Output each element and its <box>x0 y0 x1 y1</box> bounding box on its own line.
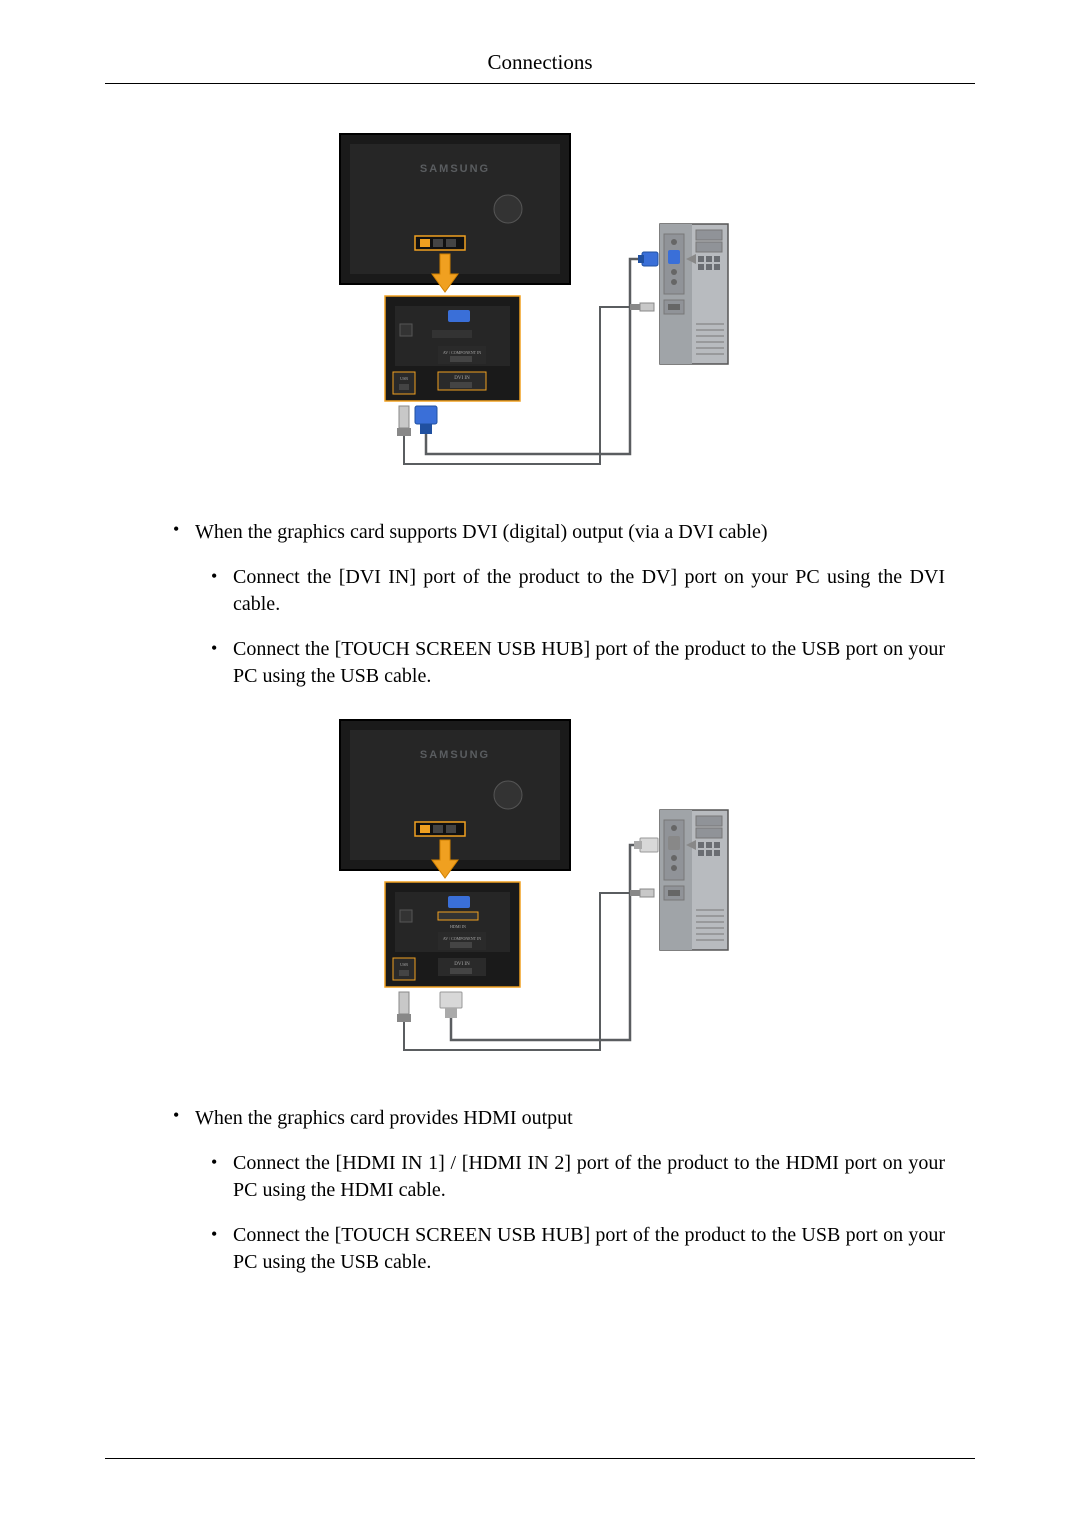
svg-text:SAMSUNG: SAMSUNG <box>420 749 490 761</box>
diagram-hdmi: SAMSUNG HDMI IN AV / COMPONENT IN DVI IN… <box>105 710 975 1070</box>
diagram-dvi: SAMSUNG AV / COMPONENT IN DVI IN <box>105 124 975 484</box>
svg-text:DVI IN: DVI IN <box>454 376 470 381</box>
list-item: When the graphics card provides HDMI out… <box>195 1105 945 1276</box>
section-lead: When the graphics card supports DVI (dig… <box>195 519 945 546</box>
section-lead: When the graphics card provides HDMI out… <box>195 1105 945 1132</box>
svg-text:AV / COMPONENT IN: AV / COMPONENT IN <box>443 350 481 355</box>
svg-text:AV / COMPONENT IN: AV / COMPONENT IN <box>443 936 481 941</box>
footer-rule <box>105 1458 975 1459</box>
list-item: Connect the [DVI IN] port of the product… <box>233 564 945 618</box>
list-item: Connect the [TOUCH SCREEN USB HUB] port … <box>233 636 945 690</box>
svg-text:DVI IN: DVI IN <box>454 962 470 967</box>
svg-text:USB: USB <box>400 962 408 967</box>
page-header-title: Connections <box>105 50 975 83</box>
svg-text:HDMI IN: HDMI IN <box>450 924 466 929</box>
svg-text:SAMSUNG: SAMSUNG <box>420 163 490 175</box>
header-rule <box>105 83 975 84</box>
list-item: Connect the [HDMI IN 1] / [HDMI IN 2] po… <box>233 1150 945 1204</box>
list-item: When the graphics card supports DVI (dig… <box>195 519 945 690</box>
list-item: Connect the [TOUCH SCREEN USB HUB] port … <box>233 1222 945 1276</box>
svg-text:USB: USB <box>400 376 408 381</box>
